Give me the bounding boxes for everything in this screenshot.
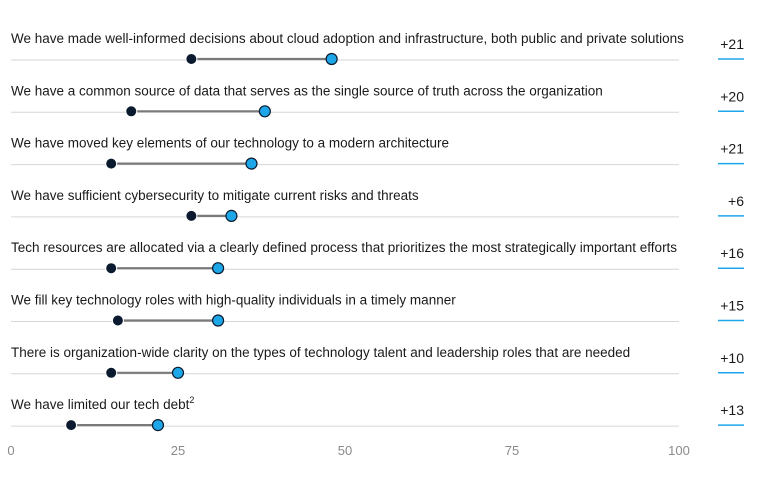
delta-label: +21: [720, 36, 744, 52]
row-label: We have limited our tech debt2: [11, 395, 194, 412]
start-point: [105, 157, 118, 170]
row-label: We have made well-informed decisions abo…: [11, 31, 684, 46]
end-point: [325, 52, 338, 66]
row-label-text: We have limited our tech debt: [11, 397, 190, 412]
end-point: [211, 262, 225, 275]
end-point: [171, 366, 185, 379]
row-label: There is organization-wide clarity on th…: [11, 345, 630, 360]
x-tick-label: 75: [505, 443, 519, 458]
row-label: We have sufficient cybersecurity to miti…: [11, 188, 419, 203]
x-tick-label: 50: [338, 443, 352, 458]
delta-label: +21: [720, 141, 744, 157]
row-label-text: We have made well-informed decisions abo…: [11, 31, 684, 46]
row-label-text: We have moved key elements of our techno…: [11, 136, 449, 151]
footnote-marker: 2: [189, 395, 194, 405]
start-point: [105, 262, 118, 275]
start-point: [185, 53, 198, 65]
row-label: We fill key technology roles with high-q…: [11, 293, 456, 308]
row-label: We have moved key elements of our techno…: [11, 136, 449, 151]
start-point: [105, 366, 118, 379]
end-point: [225, 209, 238, 222]
start-point: [125, 105, 138, 118]
delta-label: +15: [720, 298, 744, 314]
x-tick-label: 0: [7, 443, 14, 458]
end-point: [258, 105, 271, 118]
row-label-text: We fill key technology roles with high-q…: [11, 293, 456, 308]
row-label: We have a common source of data that ser…: [11, 83, 603, 98]
x-tick-label: 100: [668, 443, 690, 458]
row-label-text: We have a common source of data that ser…: [11, 83, 603, 98]
end-point: [245, 157, 258, 170]
x-tick-label: 25: [171, 443, 185, 458]
start-point: [111, 314, 124, 327]
row-label: Tech resources are allocated via a clear…: [11, 240, 677, 255]
end-point: [151, 419, 165, 432]
start-point: [185, 209, 198, 222]
delta-label: +20: [720, 88, 744, 104]
start-point: [65, 419, 78, 432]
delta-label: +13: [720, 402, 744, 418]
row-label-text: We have sufficient cybersecurity to miti…: [11, 188, 419, 203]
delta-label: +10: [720, 350, 744, 366]
delta-label: +16: [720, 245, 744, 261]
end-point: [211, 314, 225, 327]
delta-label: +6: [728, 193, 744, 209]
row-label-text: Tech resources are allocated via a clear…: [11, 240, 677, 255]
row-label-text: There is organization-wide clarity on th…: [11, 345, 630, 360]
